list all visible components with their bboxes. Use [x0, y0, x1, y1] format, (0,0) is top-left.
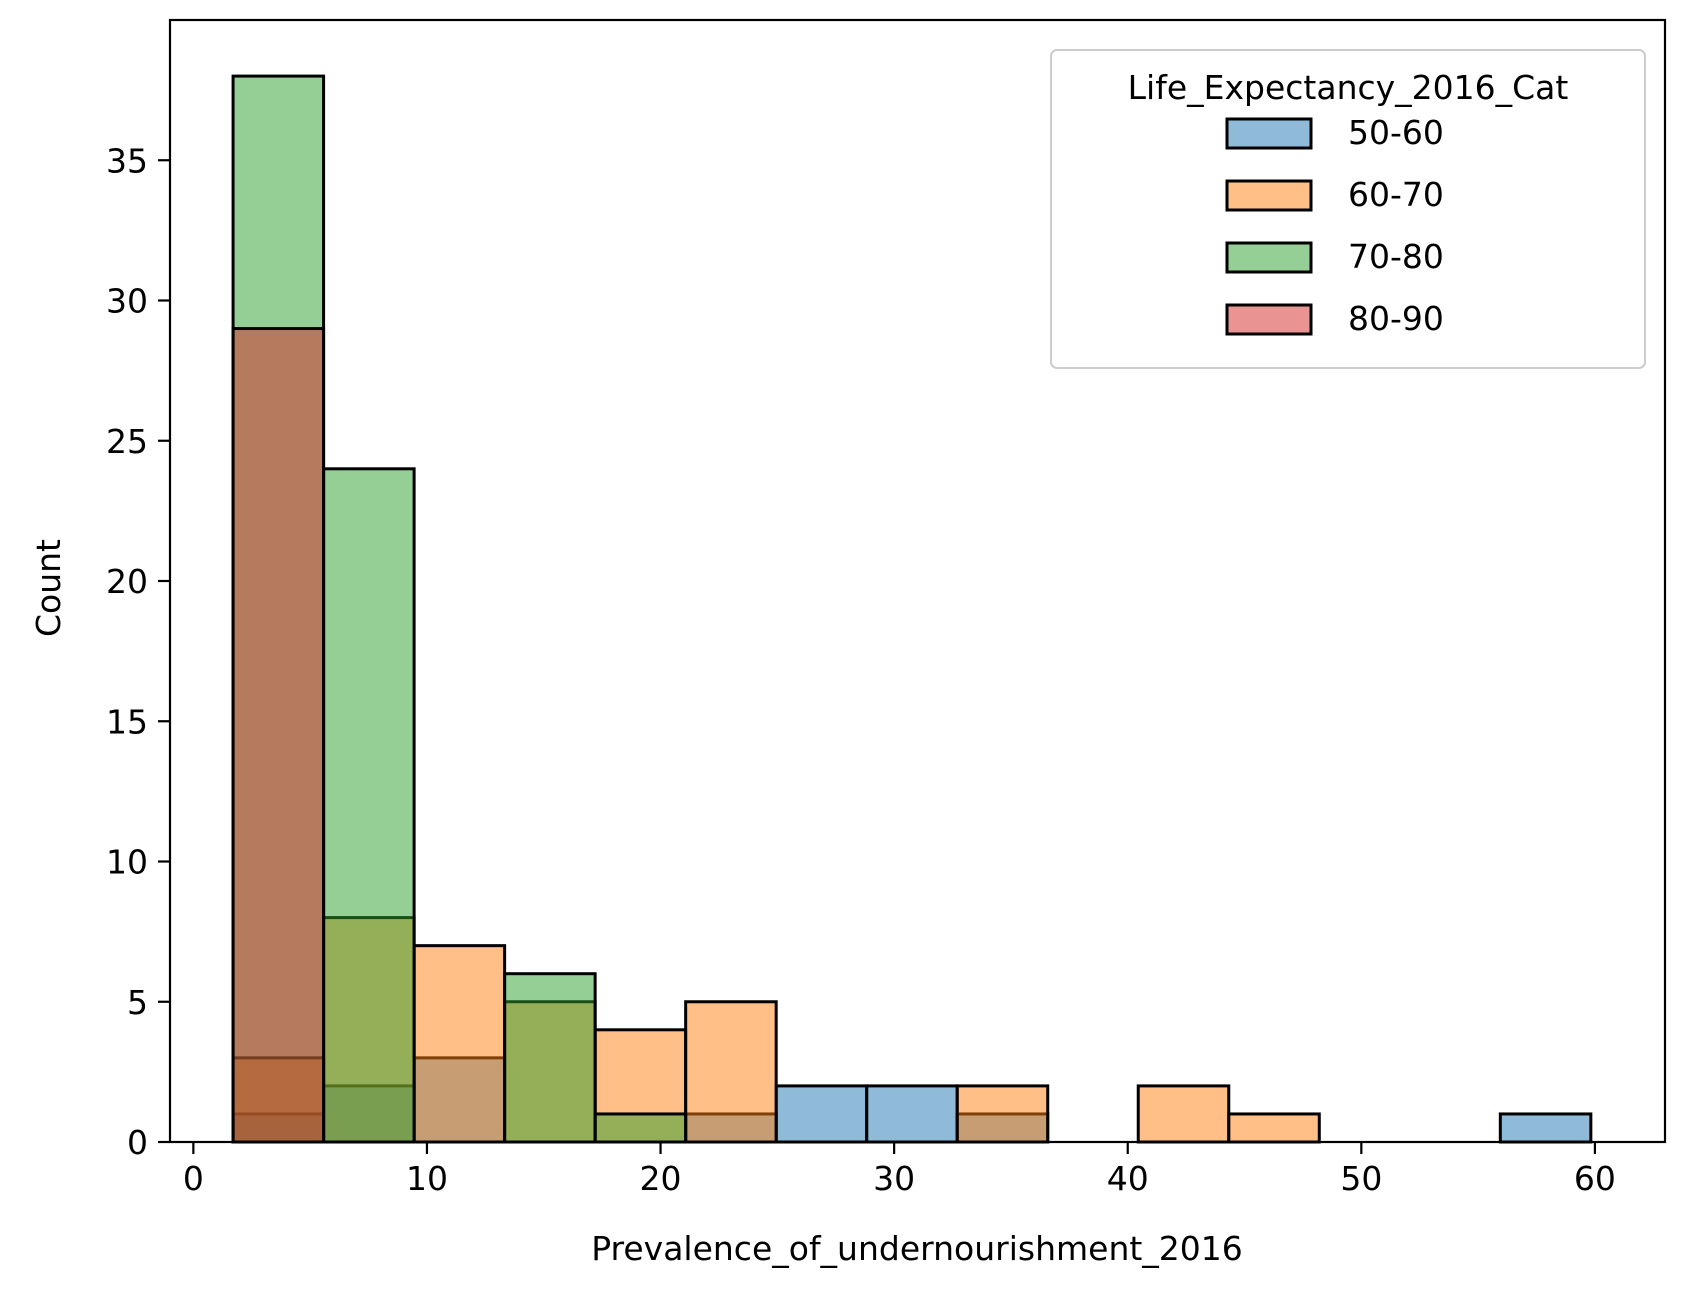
- bar-60-70-bin-8: [955, 1084, 1050, 1144]
- legend-entry-80-90: 80-90: [1225, 299, 1444, 338]
- y-tick-label: 5: [127, 983, 148, 1022]
- legend-entry-70-80: 70-80: [1225, 237, 1444, 276]
- y-tick-label: 10: [106, 843, 148, 882]
- bar-80-90-bin-0: [231, 327, 326, 1144]
- legend-swatch-80-90: [1225, 303, 1313, 336]
- x-tick-label: 0: [183, 1159, 204, 1198]
- bar-50-60-bin-6: [774, 1084, 869, 1144]
- bar-50-60-bin-7: [865, 1084, 959, 1144]
- legend-entry-60-70: 60-70: [1225, 175, 1444, 214]
- legend-label-50-60: 50-60: [1348, 113, 1444, 152]
- legend-swatch-50-60: [1225, 117, 1313, 150]
- legend-entries: 50-60 60-70 70-80 80-90: [1225, 113, 1444, 338]
- legend-entry-50-60: 50-60: [1225, 113, 1444, 152]
- bar-70-80-bin-3: [503, 972, 597, 1144]
- bar-50-60-bin-14: [1498, 1112, 1593, 1144]
- legend-label-70-80: 70-80: [1348, 237, 1444, 276]
- x-axis-label: Prevalence_of_undernourishment_2016: [591, 1229, 1243, 1268]
- y-tick-label: 35: [106, 141, 148, 180]
- x-tick-label: 20: [640, 1159, 682, 1198]
- legend-label-80-90: 80-90: [1348, 299, 1444, 338]
- y-tick-label: 30: [106, 282, 148, 321]
- y-tick-label: 0: [127, 1123, 148, 1162]
- bar-70-80-bin-1: [322, 467, 416, 1144]
- legend-label-60-70: 60-70: [1348, 175, 1444, 214]
- x-tick-label: 40: [1107, 1159, 1149, 1198]
- legend-title: Life_Expectancy_2016_Cat: [1128, 68, 1569, 107]
- legend-frame: [1050, 49, 1646, 369]
- legend-swatch-70-80: [1225, 241, 1313, 274]
- y-axis-label: Count: [29, 539, 68, 637]
- x-tick-label: 60: [1574, 1159, 1616, 1198]
- axes-layer: 0 10 20 30 40 50 60 0 5 10 15 20 25 30 35: [106, 18, 1667, 1198]
- bar-60-70-bin-5: [684, 1000, 778, 1144]
- legend-swatch-60-70: [1225, 179, 1313, 212]
- x-tick-label: 10: [406, 1159, 448, 1198]
- bar-60-70-bin-2: [412, 944, 507, 1144]
- y-tick-label: 20: [106, 562, 148, 601]
- x-tick-label: 50: [1340, 1159, 1382, 1198]
- y-tick-label: 25: [106, 422, 148, 461]
- x-tick-label: 30: [873, 1159, 915, 1198]
- bar-60-70-bin-10: [1136, 1084, 1231, 1144]
- bar-70-80-bin-4: [593, 1112, 688, 1144]
- bar-60-70-bin-11: [1227, 1112, 1321, 1144]
- bars-layer: [231, 74, 1593, 1144]
- series-80-90: [231, 327, 326, 1144]
- y-tick-label: 15: [106, 702, 148, 741]
- legend: Life_Expectancy_2016_Cat 50-60 60-70 70-80…: [1050, 49, 1646, 369]
